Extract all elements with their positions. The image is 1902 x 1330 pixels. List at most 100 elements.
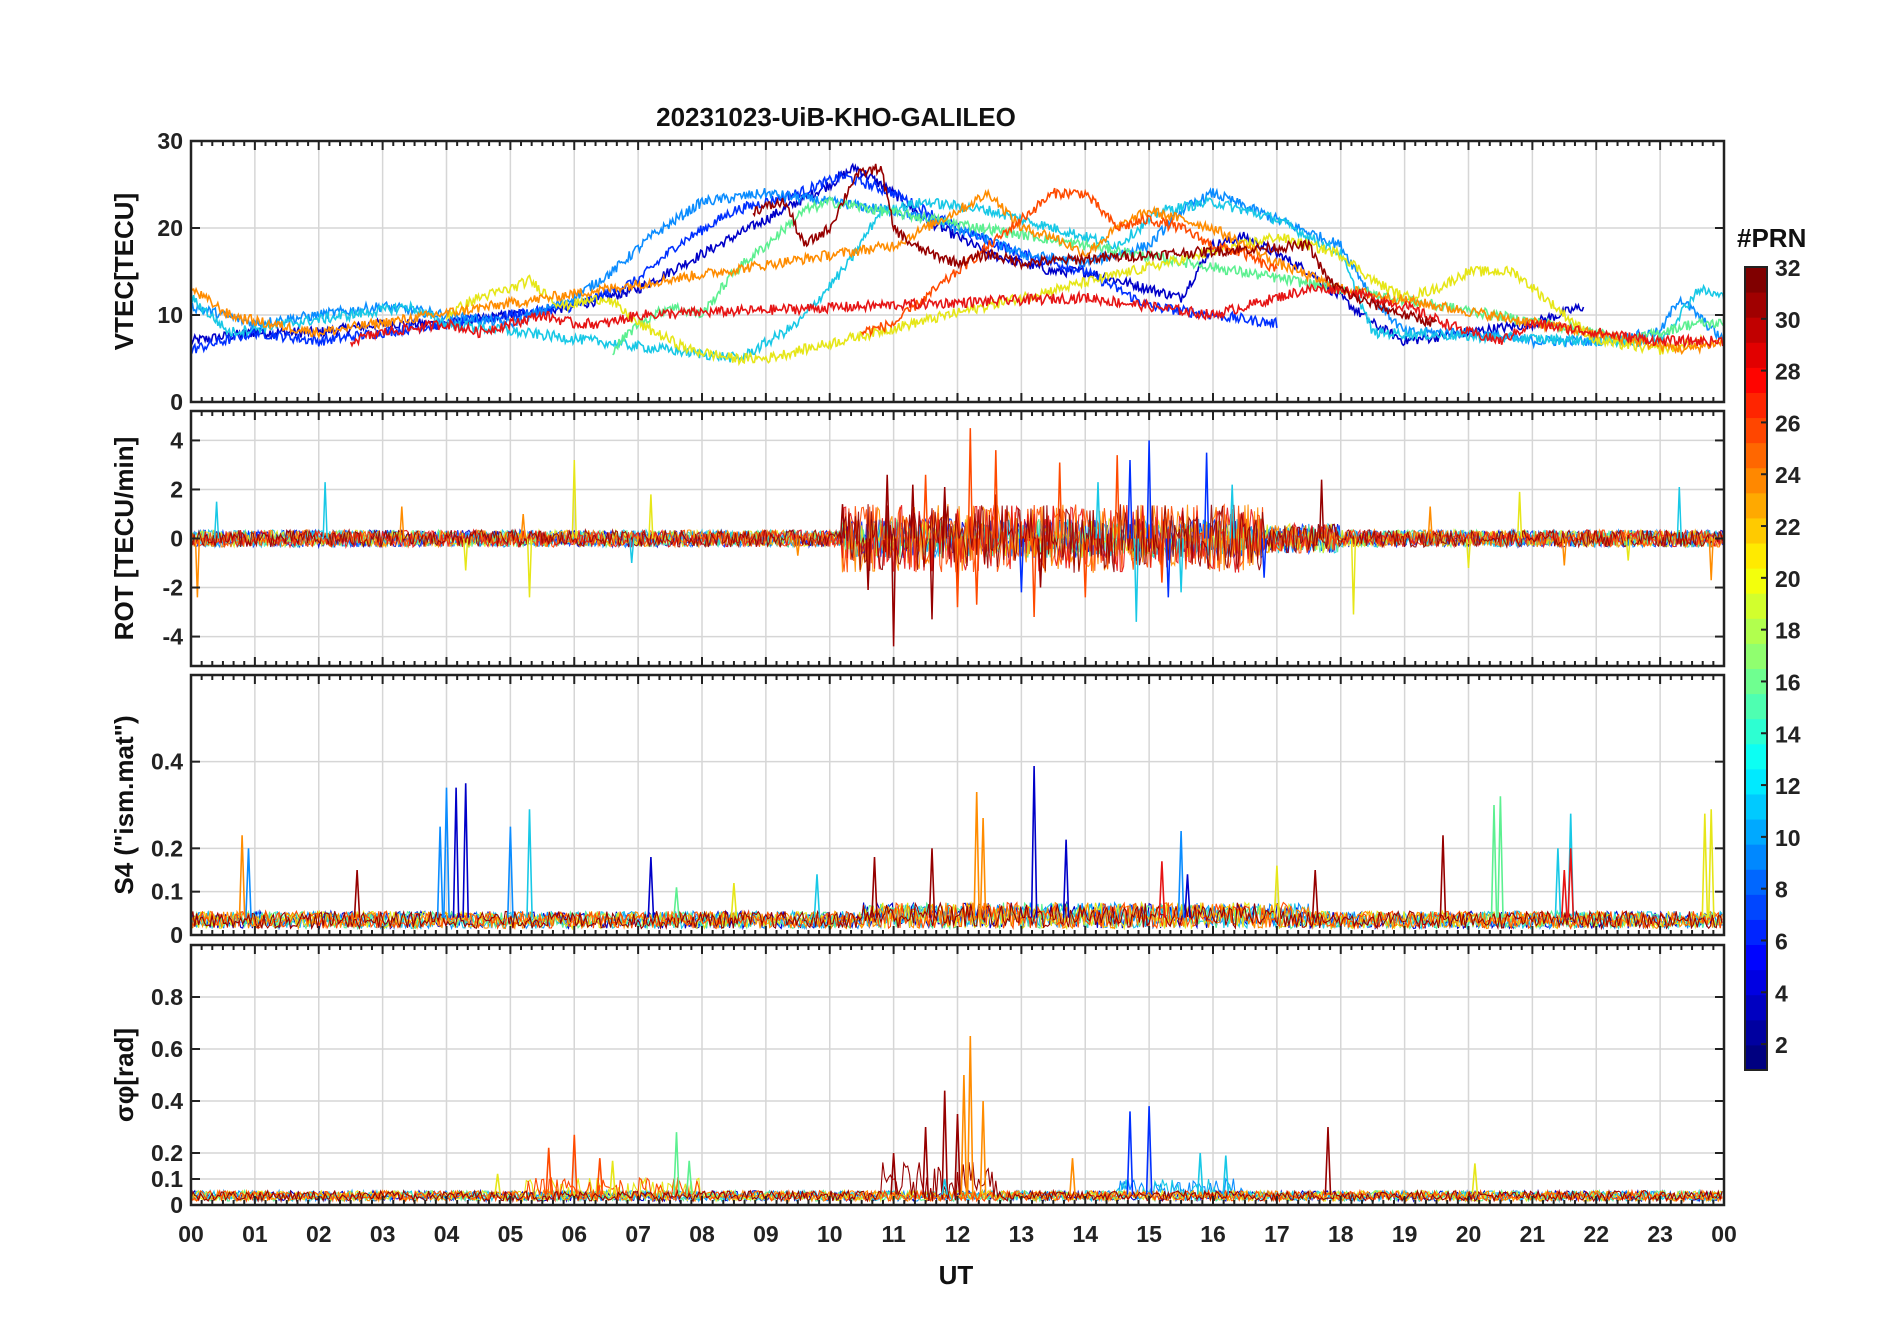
rot-spike-prn-24	[1561, 538, 1567, 566]
colorbar-segment	[1745, 367, 1767, 393]
y-tick-label: 0.4	[151, 749, 183, 775]
spike-prn-31	[1324, 1126, 1332, 1195]
spike-prn-4	[1145, 1106, 1153, 1195]
y-axis-label: ROT [TECU/min]	[109, 437, 139, 641]
spike-prn-11	[526, 809, 533, 918]
colorbar-segment	[1745, 492, 1767, 519]
rot-spike-prn-11	[629, 538, 635, 564]
rot-spike-prn-31	[890, 538, 897, 647]
y-tick-label: 30	[157, 128, 183, 154]
y-tick-label: 10	[157, 302, 183, 328]
colorbar-segment	[1745, 517, 1767, 544]
x-tick-label: 03	[370, 1221, 396, 1247]
spike-prn-26	[545, 1147, 553, 1195]
spike-prn-20	[1471, 1163, 1479, 1195]
colorbar-segment	[1745, 618, 1767, 644]
spike-prn-2	[462, 783, 469, 918]
colorbar-tick-label: 24	[1775, 462, 1801, 488]
x-tick-label: 04	[434, 1221, 460, 1247]
rot-spike-prn-24	[1427, 506, 1433, 539]
spike-prn-20	[1273, 865, 1281, 918]
spike-prn-16	[673, 887, 680, 918]
y-tick-label: 2	[170, 476, 183, 502]
rot-spike-prn-26	[993, 450, 999, 539]
x-tick-label: 16	[1200, 1221, 1226, 1247]
colorbar-segment	[1745, 643, 1767, 669]
spike-prn-8	[1177, 830, 1185, 918]
x-tick-label: 10	[817, 1221, 843, 1247]
spike-prn-20	[494, 1173, 501, 1195]
colorbar-segment	[1745, 768, 1767, 795]
y-tick-label: 0.6	[151, 1036, 183, 1062]
spike-prn-31	[922, 1126, 929, 1195]
rot-spike-prn-20	[648, 494, 654, 539]
rot-spike-prn-20	[1516, 491, 1523, 539]
colorbar-segment	[1745, 317, 1767, 343]
colorbar-segment	[1745, 593, 1767, 619]
panel-1: 0 10 20 30 VTEC[TECU]	[109, 128, 1726, 415]
y-tick-label: 0	[170, 1192, 183, 1218]
rot-spike-prn-31	[839, 504, 846, 539]
series-prn-31	[752, 163, 1438, 328]
colorbar-segment	[1745, 793, 1767, 820]
spike-prn-20	[609, 1160, 616, 1195]
y-tick-label: -4	[163, 624, 184, 650]
rot-spike-prn-11	[322, 482, 328, 539]
rot-background-series	[191, 504, 1724, 573]
x-tick-label: 15	[1136, 1221, 1162, 1247]
series-prn-24	[191, 188, 1724, 356]
colorbar-frame	[1744, 266, 1768, 1071]
spike-prn-11	[813, 874, 821, 918]
spike-prn-8	[436, 826, 444, 918]
x-tick-label: 09	[753, 1221, 779, 1247]
rot-spike-prn-26	[1031, 538, 1037, 618]
spike-prn-31	[871, 856, 878, 918]
colorbar-segment	[1745, 819, 1767, 845]
colorbar-segment	[1745, 392, 1767, 419]
spike-prn-20	[1701, 813, 1709, 918]
rot-spike-prn-26	[1057, 462, 1063, 539]
colorbar-segment	[1745, 743, 1767, 770]
rot-spike-prn-4	[1261, 538, 1267, 578]
colorbar-tick-label: 30	[1775, 307, 1801, 333]
rot-spike-prn-11	[1229, 484, 1235, 539]
series-prn-20	[445, 232, 1706, 367]
y-tick-label: 0.1	[151, 1166, 183, 1192]
rot-spike-prn-31	[865, 538, 871, 591]
spike-prn-8	[245, 848, 252, 918]
background-series	[191, 1161, 1723, 1204]
spike-prn-31	[890, 1152, 897, 1195]
spike-prn-31	[1439, 835, 1447, 918]
colorbar-tick-label: 32	[1775, 255, 1801, 281]
rot-spike-prn-26	[922, 474, 929, 539]
y-tick-label: 0	[170, 922, 183, 948]
colorbar-segment	[1745, 869, 1767, 895]
series-group	[191, 162, 1724, 367]
colorbar-segment	[1745, 442, 1767, 469]
spike-prn-4	[1126, 1111, 1134, 1195]
y-tick-label: 4	[170, 427, 183, 453]
colorbar-segment	[1745, 718, 1767, 745]
spike-prn-24	[1069, 1158, 1076, 1195]
x-tick-label: 22	[1583, 1221, 1609, 1247]
colorbar-segment	[1745, 467, 1767, 494]
x-tick-label: 17	[1264, 1221, 1290, 1247]
x-tick-label: 00	[178, 1221, 204, 1247]
rot-spike-prn-24	[520, 513, 526, 539]
panel-4: 00.10.2 0.4 0.6 0.8 σφ[rad]	[109, 943, 1726, 1218]
rot-spike-prn-20	[571, 459, 577, 539]
x-tick-label: 07	[625, 1221, 651, 1247]
colorbar-segment	[1745, 844, 1767, 870]
rot-spike-prn-24	[399, 506, 405, 539]
spike-prn-28	[1158, 861, 1166, 918]
spike-prn-31	[941, 1090, 949, 1195]
chart-title: 20231023-UiB-KHO-GALILEO	[656, 102, 1016, 132]
series-prn-28	[349, 282, 1724, 349]
rot-spike-prn-11	[1133, 538, 1140, 622]
rot-spike-prn-24	[1708, 538, 1714, 581]
colorbar-segment	[1745, 668, 1767, 695]
y-tick-label: -2	[163, 575, 183, 601]
colorbar-segment	[1745, 894, 1767, 920]
